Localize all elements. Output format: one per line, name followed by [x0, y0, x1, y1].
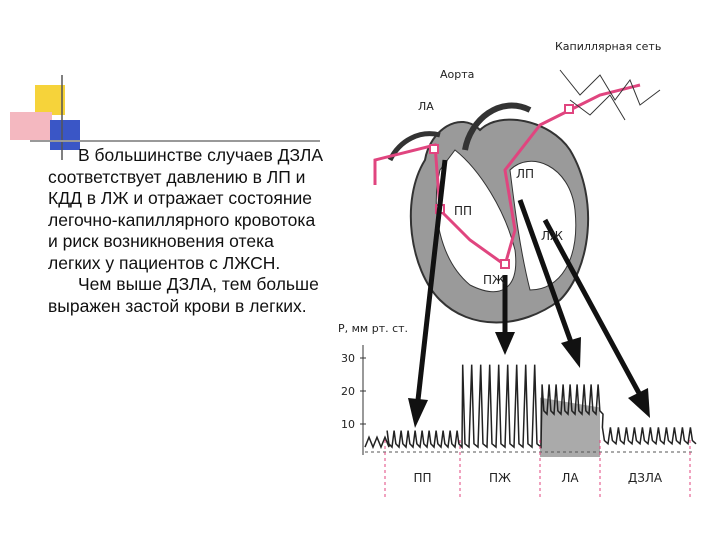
label: ЛП: [516, 167, 534, 181]
lung-artery-fill: [540, 397, 600, 457]
segment-label: ЛА: [561, 471, 579, 485]
y-tick-label: 20: [341, 385, 355, 398]
pressure-line: [364, 364, 697, 450]
catheter: [373, 83, 641, 268]
body-text: В большинстве случаев ДЗЛА соответствует…: [48, 145, 323, 317]
capillaries: [559, 69, 661, 121]
paragraph: В большинстве случаев ДЗЛА соответствует…: [48, 145, 324, 273]
arrow-heads: [408, 332, 650, 428]
deco-square: [50, 120, 80, 150]
deco-square: [35, 85, 65, 115]
paragraph: Чем выше ДЗЛА, тем больше выражен застой…: [48, 274, 319, 316]
left-chambers: [509, 160, 577, 291]
label: ЛЖ: [541, 229, 563, 243]
arrows: [415, 159, 643, 401]
label: ПП: [454, 204, 472, 218]
segment-label: ДЗЛА: [628, 471, 663, 485]
pressure-trace: ПП ПЖ ЛА ДЗЛА: [364, 364, 697, 500]
label: Капиллярная сеть: [555, 40, 661, 53]
label: ЛА: [418, 100, 434, 113]
label: ПЖ: [483, 273, 505, 287]
deco-square: [10, 112, 52, 140]
aorta: [462, 102, 532, 151]
segment-label: ПЖ: [489, 471, 511, 485]
segment-label: ПП: [413, 471, 431, 485]
y-tick-label: 10: [341, 418, 355, 431]
axis-label: Р, мм рт. ст.: [338, 322, 408, 335]
label: Аорта: [440, 68, 474, 81]
y-tick-label: 30: [341, 352, 355, 365]
